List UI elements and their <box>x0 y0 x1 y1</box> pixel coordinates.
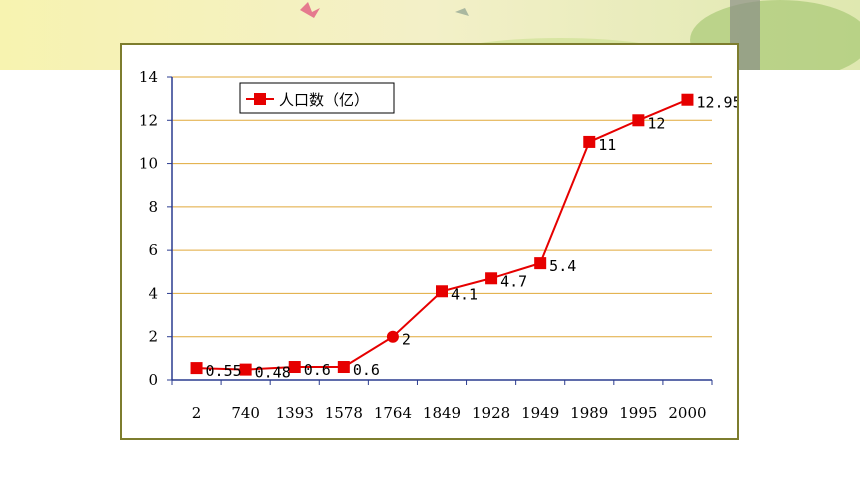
data-point <box>681 93 694 106</box>
x-tick-label: 1393 <box>276 404 314 422</box>
x-tick-label: 1928 <box>472 404 510 422</box>
data-point <box>239 363 252 376</box>
data-label: 5.4 <box>549 257 576 275</box>
chart-frame: 0 2 4 6 8 10 12 14 2 740 1393 1578 1764 1849 1928 1949… <box>120 43 739 440</box>
legend: 人口数（亿） <box>239 82 395 114</box>
data-label: 4.7 <box>500 272 527 290</box>
y-tick-label: 0 <box>148 371 158 389</box>
data-points <box>190 93 694 376</box>
data-point <box>583 135 596 148</box>
data-label: 2 <box>402 331 411 349</box>
data-label: 0.48 <box>255 364 291 382</box>
x-tick-label: 1995 <box>619 404 657 422</box>
data-point <box>386 330 399 343</box>
data-label: 0.6 <box>304 361 331 379</box>
data-label: 12.95 <box>696 94 737 112</box>
data-point <box>534 257 547 270</box>
data-point <box>190 362 203 375</box>
y-tick-label: 2 <box>148 328 158 346</box>
data-point <box>632 114 645 127</box>
data-label: 4.1 <box>451 285 478 303</box>
y-axis-ticks: 0 2 4 6 8 10 12 14 <box>139 68 172 389</box>
x-tick-label: 1764 <box>374 404 412 422</box>
butterfly-icon <box>300 2 320 18</box>
data-labels: 0.55 0.48 0.6 0.6 2 4.1 4.7 5.4 11 12 12.95 <box>206 94 737 382</box>
legend-label: 人口数（亿） <box>279 91 369 109</box>
x-axis-ticks: 2 740 1393 1578 1764 1849 1928 1949 1989 1995 2000 <box>171 380 713 422</box>
data-point <box>288 361 301 374</box>
data-label: 0.55 <box>206 362 242 380</box>
legend-marker <box>254 93 266 105</box>
line-chart: 0 2 4 6 8 10 12 14 2 740 1393 1578 1764 1849 1928 1949… <box>139 68 737 422</box>
y-tick-label: 14 <box>139 68 158 86</box>
data-label: 0.6 <box>353 361 380 379</box>
x-tick-label: 2 <box>192 404 202 422</box>
data-point <box>337 361 350 374</box>
x-tick-label: 740 <box>231 404 260 422</box>
x-tick-label: 2000 <box>668 404 706 422</box>
x-tick-label: 1949 <box>521 404 559 422</box>
y-tick-label: 8 <box>148 198 158 216</box>
data-label: 11 <box>598 136 616 154</box>
y-tick-label: 4 <box>148 284 158 302</box>
data-point <box>436 285 448 298</box>
y-tick-label: 10 <box>139 155 158 173</box>
data-label: 12 <box>647 114 665 132</box>
gridlines <box>172 76 712 338</box>
data-point <box>485 272 498 285</box>
x-tick-label: 1849 <box>423 404 461 422</box>
axes <box>171 77 712 381</box>
x-tick-label: 1578 <box>325 404 363 422</box>
y-tick-label: 6 <box>148 241 158 259</box>
y-tick-label: 12 <box>139 111 158 129</box>
x-tick-label: 1989 <box>570 404 608 422</box>
